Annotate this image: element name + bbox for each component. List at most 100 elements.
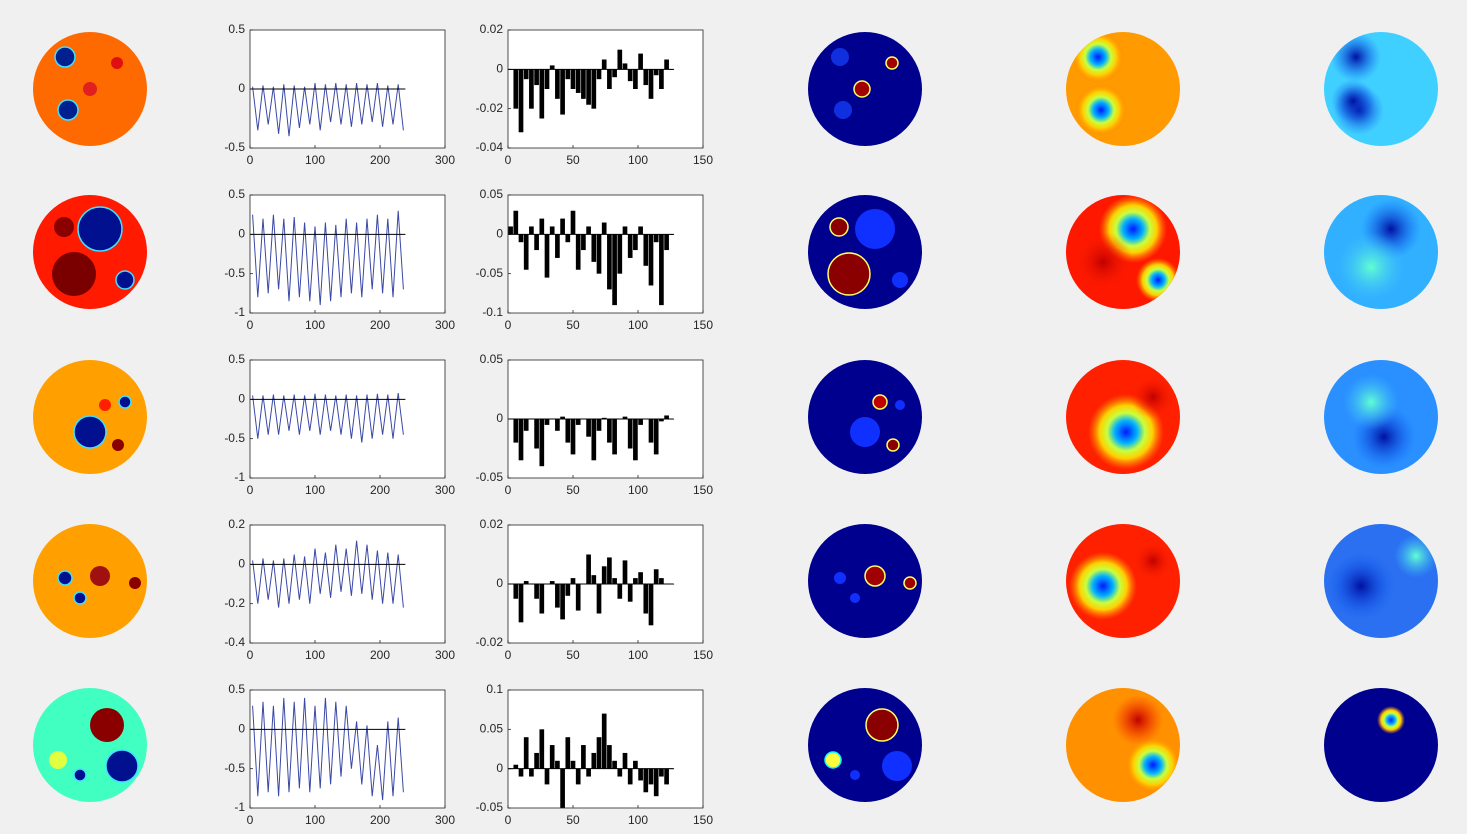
axes-frame bbox=[249, 359, 446, 479]
axes-frame bbox=[249, 689, 446, 809]
y-tick-label: -1 bbox=[234, 470, 245, 484]
y-tick-label: 0 bbox=[496, 576, 503, 590]
image-content bbox=[1066, 688, 1180, 802]
image-panel bbox=[1066, 195, 1180, 309]
image-blob bbox=[118, 395, 132, 409]
bar bbox=[586, 554, 591, 584]
image-blob bbox=[111, 57, 123, 69]
x-tick-label: 150 bbox=[693, 153, 713, 167]
bar bbox=[508, 226, 513, 235]
image-blob bbox=[1073, 232, 1133, 292]
bar bbox=[523, 581, 529, 584]
bar bbox=[523, 419, 529, 431]
image-blob bbox=[49, 751, 67, 769]
image-blob bbox=[1331, 79, 1375, 123]
bar bbox=[581, 234, 586, 251]
image-panel bbox=[33, 195, 147, 309]
x-tick-label: 50 bbox=[566, 318, 580, 332]
bar bbox=[664, 234, 669, 251]
image-panel bbox=[33, 360, 147, 474]
bar bbox=[633, 419, 638, 461]
image-base bbox=[33, 524, 147, 638]
signal-line bbox=[252, 540, 404, 608]
bar bbox=[617, 584, 623, 599]
y-tick-label: -0.5 bbox=[224, 140, 245, 154]
images bbox=[33, 32, 1438, 802]
bar bbox=[638, 768, 643, 781]
image-base bbox=[808, 524, 922, 638]
bar bbox=[648, 234, 654, 286]
image-blob bbox=[73, 591, 87, 605]
bar bbox=[659, 69, 664, 89]
image-blob bbox=[903, 576, 917, 590]
bar bbox=[601, 417, 607, 419]
bar bbox=[638, 226, 643, 235]
image-content bbox=[33, 195, 147, 309]
image-blob bbox=[1336, 232, 1406, 302]
image-blob bbox=[1343, 374, 1399, 430]
bar bbox=[539, 729, 545, 769]
image-blob bbox=[1136, 258, 1180, 302]
bar bbox=[607, 419, 612, 443]
bar bbox=[648, 584, 654, 626]
bar bbox=[659, 419, 664, 422]
bar bbox=[591, 69, 597, 109]
x-tick-label: 50 bbox=[566, 813, 580, 827]
image-blob bbox=[1133, 541, 1173, 581]
bar bbox=[565, 584, 571, 596]
bar bbox=[607, 234, 612, 290]
bar bbox=[570, 760, 576, 769]
bar bbox=[612, 234, 617, 306]
image-blob bbox=[834, 572, 846, 584]
image-blob bbox=[83, 82, 97, 96]
y-tick-label: -0.02 bbox=[476, 101, 504, 115]
x-tick-label: 100 bbox=[305, 483, 325, 497]
image-blob bbox=[1327, 552, 1395, 620]
bar bbox=[560, 768, 565, 808]
y-tick-label: 0 bbox=[238, 557, 245, 571]
image-blob bbox=[1377, 706, 1405, 734]
image-blob bbox=[850, 417, 880, 447]
image-blob bbox=[892, 272, 908, 288]
bar bbox=[581, 745, 586, 769]
x-tick-label: 300 bbox=[435, 648, 455, 662]
bar bbox=[638, 53, 643, 70]
y-tick-label: -0.5 bbox=[224, 761, 245, 775]
bar bbox=[518, 768, 524, 777]
axes-background bbox=[508, 30, 703, 148]
x-tick-label: 100 bbox=[628, 813, 648, 827]
bar bbox=[601, 222, 607, 235]
bar bbox=[653, 69, 659, 76]
image-blob bbox=[831, 48, 849, 66]
image-panel bbox=[1324, 524, 1438, 638]
bar bbox=[612, 578, 617, 584]
bar bbox=[575, 768, 581, 785]
image-blob bbox=[57, 570, 73, 586]
image-blob bbox=[895, 400, 905, 410]
image-blob bbox=[1125, 737, 1180, 793]
bar bbox=[513, 69, 519, 109]
image-panel bbox=[808, 360, 922, 474]
x-tick-label: 200 bbox=[370, 318, 390, 332]
bar bbox=[575, 234, 581, 270]
image-panel bbox=[808, 688, 922, 802]
y-tick-label: -0.04 bbox=[476, 140, 504, 154]
bar bbox=[560, 218, 565, 235]
bar bbox=[534, 752, 539, 769]
bar bbox=[643, 768, 649, 793]
bar bbox=[627, 768, 633, 785]
y-tick-label: 0 bbox=[238, 81, 245, 95]
x-tick-label: 50 bbox=[566, 153, 580, 167]
axes-background bbox=[250, 525, 445, 643]
image-content bbox=[808, 360, 922, 474]
bar bbox=[591, 752, 597, 769]
y-tick-label: -0.05 bbox=[476, 266, 504, 280]
axes-frame bbox=[507, 194, 704, 314]
bar bbox=[534, 234, 539, 251]
bar bbox=[612, 760, 617, 769]
x-tick-label: 100 bbox=[305, 648, 325, 662]
bar bbox=[544, 69, 550, 89]
image-panel bbox=[33, 688, 147, 802]
bar bbox=[648, 69, 654, 99]
